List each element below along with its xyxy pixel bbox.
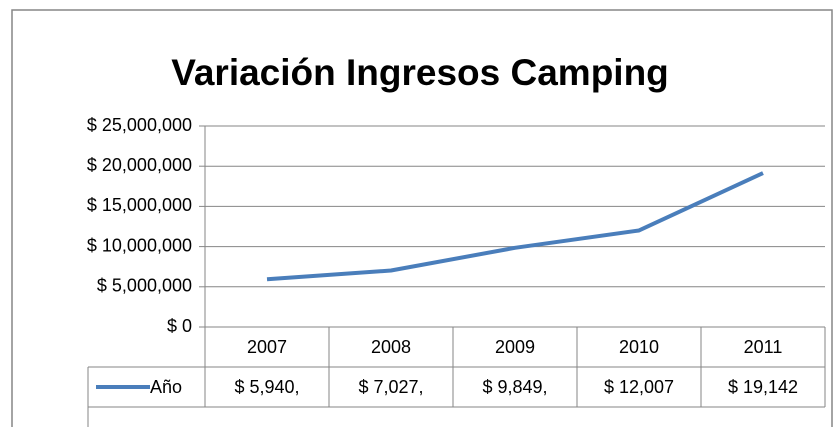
y-tick-label: $ 20,000,000 [87, 155, 192, 175]
x-tick-label: 2008 [371, 337, 411, 357]
y-tick-label: $ 0 [167, 316, 192, 336]
y-tick-label: $ 10,000,000 [87, 235, 192, 255]
y-tick-label: $ 15,000,000 [87, 195, 192, 215]
chart-title: Variación Ingresos Camping [171, 52, 669, 93]
data-table-value: $ 19,142 [728, 377, 798, 397]
x-tick-label: 2009 [495, 337, 535, 357]
data-table-value: $ 9,849, [482, 377, 547, 397]
x-tick-label: 2011 [744, 337, 783, 357]
data-table-value: $ 7,027, [358, 377, 423, 397]
x-tick-label: 2007 [247, 337, 287, 357]
chart-border [11, 9, 833, 427]
data-table-value: $ 12,007 [604, 377, 674, 397]
y-tick-label: $ 5,000,000 [97, 276, 192, 296]
y-tick-label: $ 25,000,000 [87, 115, 192, 135]
data-table-value: $ 5,940, [234, 377, 299, 397]
legend-label: Año [150, 377, 182, 397]
line-series [266, 171, 764, 282]
x-tick-label: 2010 [619, 337, 659, 357]
